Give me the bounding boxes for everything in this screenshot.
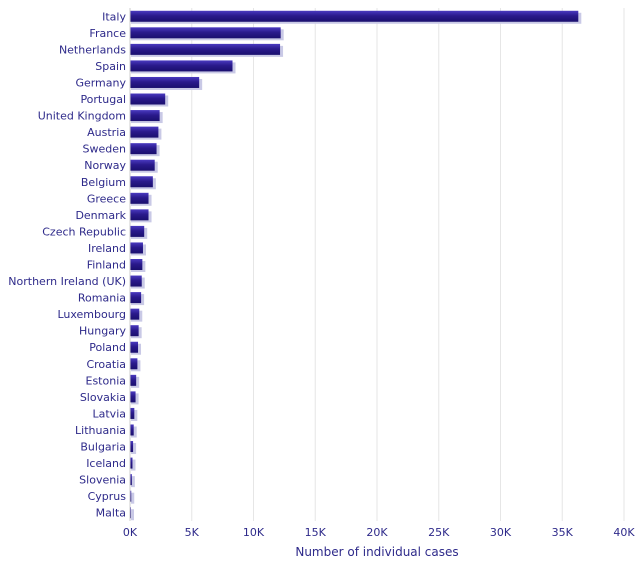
category-label: Romania — [78, 292, 126, 305]
bar[interactable] — [130, 407, 135, 419]
x-tick-label: 0K — [123, 526, 138, 539]
category-label: Slovenia — [79, 474, 126, 487]
category-label: Iceland — [86, 457, 126, 470]
bar[interactable] — [130, 292, 142, 304]
category-label: United Kingdom — [38, 110, 126, 123]
bar[interactable] — [130, 159, 155, 171]
x-tick-label: 40K — [613, 526, 635, 539]
x-tick-label: 30K — [490, 526, 512, 539]
bar[interactable] — [130, 60, 233, 72]
category-label: France — [89, 27, 126, 40]
grid-lines — [191, 8, 625, 521]
bar[interactable] — [130, 76, 200, 88]
bar-shadow — [131, 476, 135, 488]
bar[interactable] — [130, 474, 132, 486]
category-label: Greece — [87, 192, 126, 205]
bar[interactable] — [130, 93, 166, 105]
category-label: Poland — [89, 341, 126, 354]
x-tick-label: 15K — [305, 526, 327, 539]
x-tick-label: 10K — [243, 526, 265, 539]
category-label: Spain — [95, 60, 126, 73]
bar[interactable] — [130, 209, 149, 221]
category-label: Lithuania — [75, 424, 126, 437]
bar[interactable] — [130, 308, 140, 320]
category-label: Austria — [87, 126, 126, 139]
bar[interactable] — [130, 424, 134, 436]
x-tick-label: 25K — [428, 526, 450, 539]
category-label: Malta — [96, 507, 126, 520]
bar[interactable] — [130, 192, 149, 204]
x-tick-label: 20K — [366, 526, 388, 539]
bar-shadow — [131, 509, 134, 521]
bar-shadow — [131, 443, 137, 455]
category-label: Estonia — [86, 374, 127, 387]
category-label: Italy — [102, 10, 126, 23]
bar[interactable] — [130, 259, 143, 270]
bar[interactable] — [130, 242, 143, 254]
x-tick-label: 5K — [185, 526, 200, 539]
category-label: Finland — [87, 259, 126, 272]
category-label: Netherlands — [59, 43, 126, 56]
bar[interactable] — [130, 143, 157, 155]
x-tick-labels: 0K 5K 10K 15K 20K 25K 30K 35K 40K — [123, 526, 635, 539]
category-label: Portugal — [80, 93, 126, 106]
bar[interactable] — [130, 27, 281, 39]
bar[interactable] — [130, 176, 153, 188]
category-label: Sweden — [83, 143, 126, 156]
bar[interactable] — [130, 325, 139, 337]
category-label: Northern Ireland (UK) — [8, 275, 126, 288]
bar[interactable] — [130, 110, 160, 122]
bar[interactable] — [130, 391, 136, 403]
category-labels: Italy France Netherlands Spain Germany Portug… — [8, 10, 126, 519]
category-label: Czech Republic — [42, 225, 126, 238]
x-axis-title: Number of individual cases — [295, 545, 458, 559]
bar-shadow — [131, 492, 135, 504]
bar[interactable] — [130, 225, 145, 237]
category-label: Latvia — [93, 407, 127, 420]
category-label: Belgium — [81, 176, 126, 189]
x-tick-label: 35K — [552, 526, 574, 539]
bar[interactable] — [130, 10, 579, 22]
bar[interactable] — [130, 441, 134, 453]
bars — [130, 10, 582, 521]
category-label: Bulgaria — [80, 441, 126, 454]
category-label: Cyprus — [88, 490, 127, 503]
bar-shadow — [131, 426, 137, 438]
bar[interactable] — [130, 43, 281, 55]
bar[interactable] — [130, 358, 138, 370]
bar[interactable] — [130, 341, 139, 353]
category-label: Croatia — [86, 358, 126, 371]
category-label: Norway — [84, 159, 126, 172]
bar[interactable] — [130, 126, 159, 138]
bar[interactable] — [130, 490, 132, 502]
category-label: Germany — [75, 76, 126, 89]
category-label: Luxembourg — [57, 308, 126, 321]
category-label: Slovakia — [80, 391, 126, 404]
category-label: Denmark — [75, 209, 126, 222]
category-label: Ireland — [88, 242, 126, 255]
bar[interactable] — [130, 275, 142, 287]
bar[interactable] — [130, 457, 133, 469]
bar[interactable] — [130, 374, 137, 386]
bar-shadow — [131, 459, 136, 471]
category-label: Hungary — [79, 325, 126, 338]
